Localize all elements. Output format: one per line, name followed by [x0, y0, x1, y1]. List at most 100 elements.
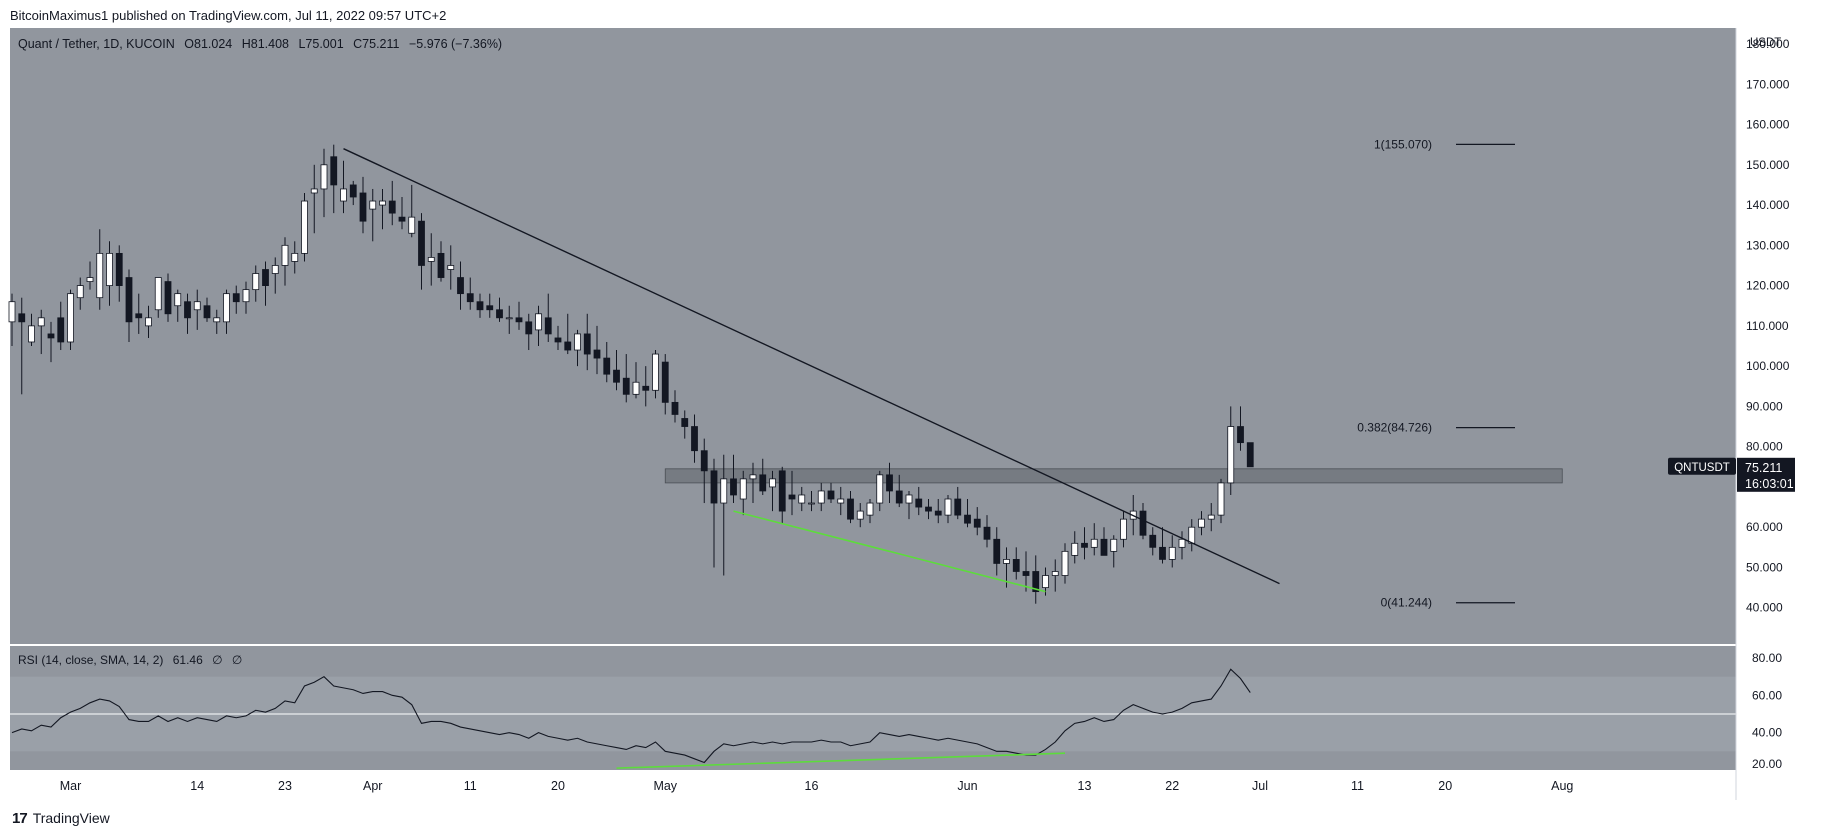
candle: [1110, 535, 1118, 568]
candle: [466, 277, 474, 310]
tradingview-logo-icon[interactable]: 17: [12, 809, 28, 827]
candle-body: [1090, 538, 1098, 548]
time-tick-label: Aug: [1551, 779, 1573, 793]
candle: [730, 454, 737, 504]
candle-body: [125, 277, 133, 323]
candle: [242, 281, 250, 314]
candle: [1246, 442, 1254, 468]
rsi-divergence-line: [616, 752, 1066, 769]
candle: [983, 515, 991, 548]
candle: [973, 507, 981, 536]
candle: [47, 321, 55, 363]
candle-body: [281, 244, 289, 266]
candle: [954, 486, 962, 520]
time-tick-label: 23: [278, 779, 292, 793]
legend-open-label: O: [184, 37, 194, 51]
candle: [8, 293, 16, 346]
candle-body: [330, 156, 338, 186]
candle-body: [1139, 510, 1147, 536]
candle: [622, 354, 630, 403]
candle: [574, 329, 581, 367]
candle: [1198, 511, 1205, 536]
candle-body: [700, 450, 708, 472]
candle-body: [1159, 546, 1166, 560]
candle: [340, 160, 347, 214]
candle-body: [1168, 546, 1176, 560]
candle-body: [457, 277, 464, 295]
candle-body: [1042, 575, 1049, 589]
candle-body: [96, 252, 104, 299]
candle: [281, 237, 289, 286]
footer-brand[interactable]: TradingView: [32, 810, 110, 826]
candle-body: [154, 277, 162, 311]
rsi-extra-2: ∅: [232, 653, 242, 667]
candle-body: [1022, 571, 1030, 576]
candle-body: [57, 317, 65, 343]
candle: [564, 313, 572, 355]
candle-body: [1003, 559, 1010, 564]
candle-body: [106, 252, 113, 287]
candle: [1071, 531, 1079, 564]
candle: [115, 245, 123, 302]
candle: [125, 269, 133, 342]
price-pane[interactable]: [10, 28, 1736, 644]
candle-body: [76, 285, 84, 299]
legend-low-label: L: [298, 37, 305, 51]
price-tick-label: 50.000: [1746, 560, 1783, 574]
time-tick-label: 13: [1078, 779, 1092, 793]
price-axis[interactable]: [1736, 28, 1824, 770]
candle: [174, 289, 182, 322]
candle-body: [691, 426, 698, 452]
candle-body: [886, 474, 893, 492]
candle-body: [1120, 518, 1127, 540]
rsi-tick-label: 40.00: [1752, 726, 1782, 740]
candle-body: [291, 252, 299, 262]
candle-body: [310, 188, 318, 194]
candle-body: [730, 478, 737, 496]
candle: [57, 301, 65, 351]
candle: [866, 499, 874, 524]
candle-body: [505, 317, 513, 320]
rsi-line: [11, 668, 1251, 764]
price-tick-label: 100.000: [1746, 359, 1790, 373]
candle-body: [203, 305, 211, 319]
candle: [749, 462, 757, 504]
candle: [154, 277, 162, 318]
time-tick-label: 20: [551, 779, 565, 793]
candle: [1168, 535, 1176, 568]
candle: [788, 470, 796, 516]
candle-body: [905, 494, 913, 504]
candle: [262, 261, 269, 306]
candle: [427, 233, 435, 286]
chart-area[interactable]: 1(155.070) 0.382(84.726) 0(41.244) 40.000 5…: [0, 28, 1824, 800]
price-tick-label: 160.000: [1746, 118, 1790, 132]
candle-body: [1246, 442, 1254, 468]
candle: [320, 148, 328, 218]
candle: [964, 499, 971, 528]
candle: [1159, 527, 1166, 564]
rsi-label: RSI (14, close, SMA, 14, 2): [18, 653, 163, 667]
candle-body: [37, 317, 45, 327]
candle-body: [223, 293, 230, 323]
candle-body: [1012, 559, 1020, 572]
candle: [369, 188, 377, 242]
candle: [895, 474, 903, 508]
candle: [681, 410, 689, 439]
candle-body: [18, 313, 26, 323]
candle: [642, 366, 650, 407]
bar-countdown: 16:03:01: [1745, 477, 1794, 491]
candle-body: [320, 164, 328, 190]
rsi-value: 61.46: [173, 653, 203, 667]
candle-body: [164, 281, 172, 315]
candle-body: [437, 252, 445, 278]
candle: [18, 297, 26, 395]
candle-body: [1051, 571, 1059, 576]
last-price-symbol: QNTUSDT: [1674, 462, 1730, 474]
candle-body: [340, 188, 347, 202]
candle: [944, 494, 952, 524]
candle-body: [408, 216, 416, 234]
candle-body: [593, 349, 601, 359]
time-axis[interactable]: [0, 770, 1824, 800]
price-tick-label: 90.000: [1746, 399, 1783, 413]
price-tick-label: 120.000: [1746, 279, 1790, 293]
